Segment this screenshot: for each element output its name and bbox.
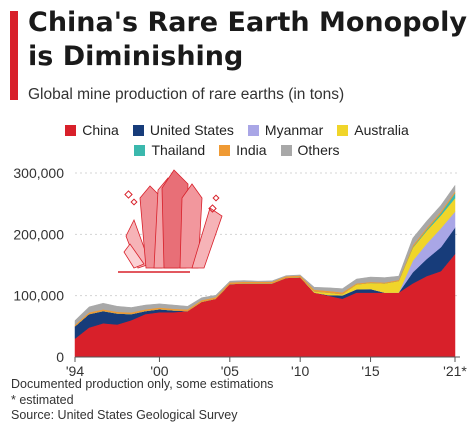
legend-row-2: Thailand India Others [0, 140, 474, 160]
legend-swatch-china [65, 124, 77, 136]
y-tick-label: 200,000 [13, 226, 64, 242]
legend: China United States Myanmar Australia Th… [0, 120, 474, 160]
legend-swatch-united-states [132, 124, 144, 136]
legend-label-india: India [236, 142, 267, 158]
legend-swatch-thailand [134, 144, 146, 156]
x-tick-label: '15 [361, 363, 379, 379]
legend-item-india: India [219, 142, 267, 158]
legend-label-others: Others [297, 142, 340, 158]
legend-row-1: China United States Myanmar Australia [0, 120, 474, 140]
legend-label-china: China [82, 122, 119, 138]
accent-bar [10, 11, 18, 100]
legend-item-thailand: Thailand [134, 142, 205, 158]
legend-label-myanmar: Myanmar [264, 122, 324, 138]
legend-label-australia: Australia [354, 122, 409, 138]
legend-swatch-india [219, 144, 231, 156]
footer: Documented production only, some estimat… [11, 377, 273, 424]
crystal-sparkle [208, 204, 217, 213]
legend-swatch-myanmar [247, 124, 259, 136]
legend-item-others: Others [280, 142, 340, 158]
x-tick-label: '05 [221, 363, 239, 379]
x-tick-label: '21* [443, 363, 467, 379]
y-tick-label: 100,000 [13, 288, 64, 304]
legend-item-myanmar: Myanmar [247, 122, 324, 138]
x-tick-label: '10 [291, 363, 309, 379]
crystal-shard [123, 243, 145, 269]
chart-title: China's Rare Earth Monopoly is Diminishi… [28, 7, 467, 72]
legend-swatch-australia [337, 124, 349, 136]
legend-item-china: China [65, 122, 119, 138]
axes: 0 100,000 200,000 300,000 '94 '00 '05 '10 '15 '21… [13, 165, 467, 379]
footer-note: Documented production only, some estimat… [11, 377, 274, 391]
legend-item-australia: Australia [337, 122, 409, 138]
y-tick-label: 0 [56, 349, 64, 365]
area-china [74, 253, 456, 358]
x-tick-label: '94 [66, 363, 84, 379]
footer-source: Source: United States Geological Survey [11, 408, 238, 422]
x-tick-label: '00 [150, 363, 168, 379]
legend-item-united-states: United States [132, 122, 234, 138]
legend-label-thailand: Thailand [151, 142, 206, 158]
y-tick-label: 300,000 [13, 165, 64, 181]
area-series [74, 184, 456, 358]
crystal-illustration [118, 169, 223, 273]
crystal-shard [191, 207, 223, 269]
legend-label-united-states: United States [149, 122, 234, 138]
crystal-sparkle [212, 194, 220, 202]
stacked-area-chart: 0 100,000 200,000 300,000 '94 '00 '05 '10 '15 '21… [13, 165, 467, 379]
chart-subtitle: Global mine production of rare earths (i… [28, 86, 345, 103]
crystal-sparkle [130, 198, 138, 206]
footer-estimated-note: * estimated [11, 392, 74, 407]
legend-swatch-others [280, 144, 292, 156]
area-others [74, 184, 456, 326]
crystal-sparkle [124, 190, 133, 199]
